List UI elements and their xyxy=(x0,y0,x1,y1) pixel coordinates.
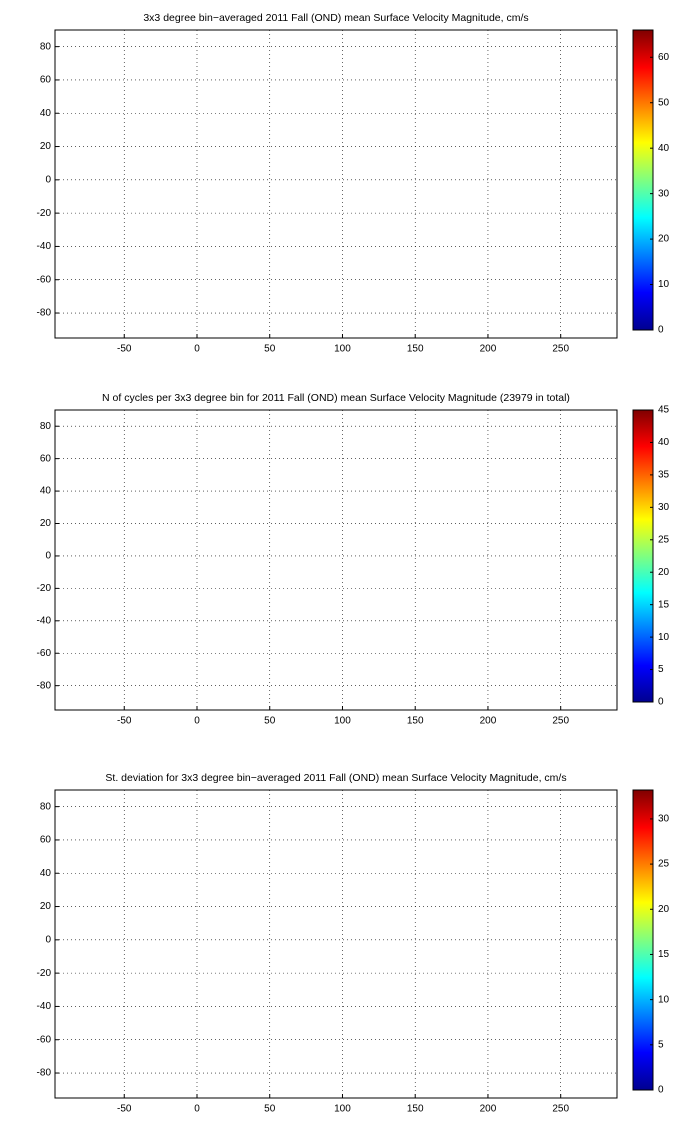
colorbar-tick-label: 40 xyxy=(658,437,670,448)
y-tick-label: -20 xyxy=(37,208,52,219)
x-tick-label: 50 xyxy=(264,716,276,727)
colorbar-tick-label: 20 xyxy=(658,567,670,578)
x-tick-label: 100 xyxy=(334,716,351,727)
colorbar-tick-label: 15 xyxy=(658,599,670,610)
colorbar-tick-label: 20 xyxy=(658,234,670,245)
plot-area xyxy=(54,29,618,339)
chart-title: 3x3 degree bin−averaged 2011 Fall (OND) … xyxy=(143,12,528,24)
colorbar-tick-label: 30 xyxy=(658,502,670,513)
x-tick-label: 250 xyxy=(552,1104,569,1115)
y-tick-label: -80 xyxy=(37,1068,52,1079)
y-tick-label: 0 xyxy=(45,551,51,562)
x-tick-label: 100 xyxy=(334,1104,351,1115)
colorbar-tick-label: 10 xyxy=(658,994,670,1005)
y-tick-label: -80 xyxy=(37,308,52,319)
y-tick-label: -60 xyxy=(37,274,52,285)
y-tick-label: 80 xyxy=(40,801,52,812)
colorbar-tick-label: 5 xyxy=(658,1039,664,1050)
y-tick-label: 20 xyxy=(40,901,52,912)
y-tick-label: -40 xyxy=(37,1001,52,1012)
plot-area xyxy=(54,409,618,711)
x-tick-label: 250 xyxy=(552,716,569,727)
y-tick-label: 40 xyxy=(40,868,52,879)
colorbar xyxy=(632,29,654,331)
colorbar-tick-label: 40 xyxy=(658,143,670,154)
x-tick-label: 200 xyxy=(480,1104,497,1115)
colorbar-tick-label: 10 xyxy=(658,279,670,290)
colorbar-tick-label: 45 xyxy=(658,405,670,416)
colorbar-tick-label: 0 xyxy=(658,1085,664,1096)
x-tick-label: 100 xyxy=(334,344,351,355)
x-tick-label: 0 xyxy=(194,716,200,727)
y-tick-label: 40 xyxy=(40,108,52,119)
x-tick-label: 150 xyxy=(407,1104,424,1115)
colorbar-tick-label: 15 xyxy=(658,949,670,960)
colorbar-tick-label: 60 xyxy=(658,52,670,63)
y-tick-label: 60 xyxy=(40,835,52,846)
x-tick-label: 50 xyxy=(264,1104,276,1115)
y-tick-label: 0 xyxy=(45,174,51,185)
colorbar-tick-label: 10 xyxy=(658,632,670,643)
y-tick-label: 0 xyxy=(45,934,51,945)
colorbar-tick-label: 50 xyxy=(658,97,670,108)
x-tick-label: -50 xyxy=(117,344,132,355)
y-tick-label: 60 xyxy=(40,75,52,86)
y-tick-label: 80 xyxy=(40,421,52,432)
chart-title: St. deviation for 3x3 degree bin−average… xyxy=(105,772,566,784)
colorbar-tick-label: 0 xyxy=(658,697,664,708)
y-tick-label: 20 xyxy=(40,518,52,529)
colorbar-tick-label: 25 xyxy=(658,534,670,545)
colorbar-tick-label: 30 xyxy=(658,188,670,199)
y-tick-label: 60 xyxy=(40,453,52,464)
x-tick-label: 250 xyxy=(552,344,569,355)
colorbar-tick-label: 25 xyxy=(658,859,670,870)
y-tick-label: -20 xyxy=(37,583,52,594)
y-tick-label: -20 xyxy=(37,968,52,979)
colorbar-tick-label: 20 xyxy=(658,904,670,915)
colorbar-tick-label: 30 xyxy=(658,814,670,825)
x-tick-label: 150 xyxy=(407,344,424,355)
y-tick-label: 80 xyxy=(40,41,52,52)
colorbar xyxy=(632,789,654,1091)
x-tick-label: 0 xyxy=(194,344,200,355)
colorbar-tick-label: 5 xyxy=(658,664,664,675)
y-tick-label: -60 xyxy=(37,648,52,659)
x-tick-label: 150 xyxy=(407,716,424,727)
y-tick-label: 20 xyxy=(40,141,52,152)
x-tick-label: -50 xyxy=(117,1104,132,1115)
y-tick-label: -40 xyxy=(37,241,52,252)
x-tick-label: -50 xyxy=(117,716,132,727)
y-tick-label: 40 xyxy=(40,486,52,497)
y-tick-label: -40 xyxy=(37,615,52,626)
colorbar-tick-label: 0 xyxy=(658,325,664,336)
y-tick-label: -80 xyxy=(37,680,52,691)
x-tick-label: 200 xyxy=(480,716,497,727)
x-tick-label: 200 xyxy=(480,344,497,355)
chart-title: N of cycles per 3x3 degree bin for 2011 … xyxy=(102,392,570,404)
colorbar xyxy=(632,409,654,703)
y-tick-label: -60 xyxy=(37,1034,52,1045)
colorbar-tick-label: 35 xyxy=(658,470,670,481)
x-tick-label: 0 xyxy=(194,1104,200,1115)
x-tick-label: 50 xyxy=(264,344,276,355)
plot-area xyxy=(54,789,618,1099)
